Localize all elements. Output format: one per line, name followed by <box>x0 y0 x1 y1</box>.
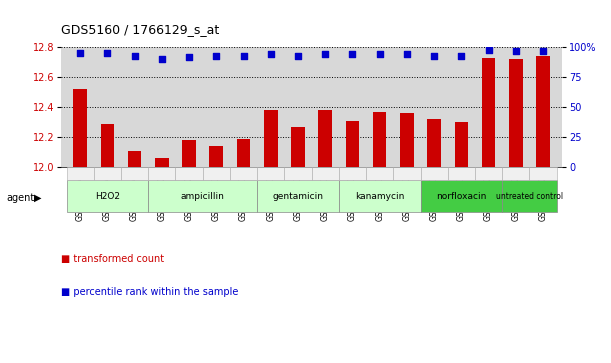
Bar <box>67 180 148 212</box>
Point <box>130 53 139 58</box>
Bar <box>148 180 257 212</box>
Bar <box>502 167 530 180</box>
Point <box>484 47 494 53</box>
Bar <box>291 127 305 167</box>
Point <box>456 53 466 58</box>
Bar <box>482 58 496 167</box>
Point <box>348 52 357 57</box>
Bar <box>182 140 196 167</box>
Bar <box>366 167 393 180</box>
Bar <box>475 167 502 180</box>
Bar <box>448 167 475 180</box>
Bar <box>393 167 420 180</box>
Point <box>293 53 303 58</box>
Point <box>184 54 194 60</box>
Bar <box>373 111 387 167</box>
Bar <box>155 158 169 167</box>
Bar <box>67 167 93 180</box>
Text: norfloxacin: norfloxacin <box>436 192 486 200</box>
Bar <box>128 151 141 167</box>
Bar <box>420 167 448 180</box>
Point <box>75 50 85 56</box>
Point <box>239 53 249 58</box>
Point <box>402 52 412 57</box>
Bar <box>148 167 175 180</box>
Bar <box>312 167 339 180</box>
Text: ▶: ▶ <box>34 193 41 203</box>
Bar <box>230 167 257 180</box>
Bar <box>339 167 366 180</box>
Bar <box>264 110 277 167</box>
Point <box>157 56 167 62</box>
Text: H2O2: H2O2 <box>95 192 120 200</box>
Bar <box>420 180 502 212</box>
Bar <box>73 89 87 167</box>
Bar <box>530 167 557 180</box>
Bar <box>318 110 332 167</box>
Text: kanamycin: kanamycin <box>355 192 404 200</box>
Bar <box>536 56 550 167</box>
Bar <box>210 146 223 167</box>
Bar <box>455 122 468 167</box>
Bar <box>502 180 557 212</box>
Text: gentamicin: gentamicin <box>273 192 323 200</box>
Bar <box>121 167 148 180</box>
Bar <box>93 167 121 180</box>
Bar <box>175 167 203 180</box>
Bar <box>346 121 359 167</box>
Text: untreated control: untreated control <box>496 192 563 200</box>
Bar <box>203 167 230 180</box>
Bar <box>284 167 312 180</box>
Bar <box>339 180 420 212</box>
Point <box>211 53 221 58</box>
Bar <box>257 180 339 212</box>
Point <box>430 53 439 58</box>
Bar <box>236 139 251 167</box>
Text: ■ transformed count: ■ transformed count <box>61 254 164 264</box>
Bar <box>257 167 284 180</box>
Text: GDS5160 / 1766129_s_at: GDS5160 / 1766129_s_at <box>61 23 219 36</box>
Bar <box>427 119 441 167</box>
Point <box>320 52 330 57</box>
Point <box>538 48 548 54</box>
Bar <box>101 123 114 167</box>
Point <box>266 52 276 57</box>
Bar <box>400 113 414 167</box>
Point <box>103 50 112 56</box>
Bar <box>509 59 522 167</box>
Text: agent: agent <box>6 193 34 203</box>
Text: ■ percentile rank within the sample: ■ percentile rank within the sample <box>61 287 238 297</box>
Point <box>511 48 521 54</box>
Text: ampicillin: ampicillin <box>181 192 225 200</box>
Point <box>375 52 384 57</box>
